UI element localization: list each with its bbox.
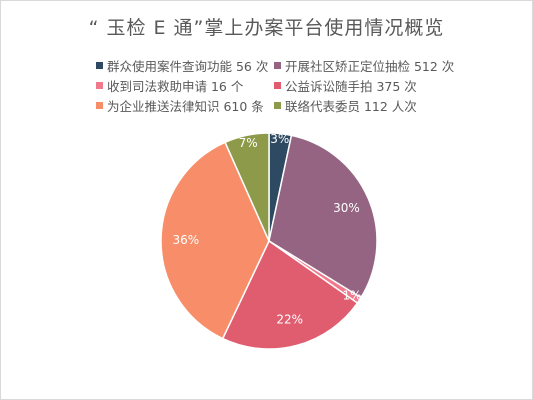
pie-label-community-correction: 30%: [333, 201, 360, 215]
legend-item-representatives: 联络代表委员 112 人次: [274, 97, 456, 114]
legend-label-public-interest: 公益诉讼随手拍 375 次: [285, 78, 417, 94]
pie-slice-legal-knowledge: [160, 141, 270, 340]
legend-swatch-representatives: [274, 101, 281, 109]
legend-swatch-judicial-aid: [96, 81, 103, 89]
pie-label-representatives: 7%: [239, 136, 258, 150]
legend-item-legal-knowledge: 为企业推送法律知识 610 条: [96, 97, 274, 114]
legend-swatch-community-correction: [274, 61, 281, 69]
legend-item-public-interest: 公益诉讼随手拍 375 次: [274, 77, 456, 94]
legend-swatch-public-interest: [274, 81, 281, 89]
chart-legend: 群众使用案件查询功能 56 次 开展社区矫正定位抽检 512 次 收到司法救助申…: [96, 57, 456, 114]
legend-swatch-legal-knowledge: [96, 101, 103, 109]
pie-label-judicial-aid: 1%: [342, 289, 361, 303]
chart-title: “ 玉检 E 通”掌上办案平台使用情况概览: [88, 17, 445, 39]
legend-label-judicial-aid: 收到司法救助申请 16 个: [107, 78, 244, 94]
legend-label-legal-knowledge: 为企业推送法律知识 610 条: [107, 98, 264, 114]
legend-label-representatives: 联络代表委员 112 人次: [285, 98, 417, 114]
legend-label-case-query: 群众使用案件查询功能 56 次: [107, 58, 269, 74]
pie-slice-representatives: [224, 132, 270, 242]
legend-item-community-correction: 开展社区矫正定位抽检 512 次: [274, 57, 456, 74]
pie-label-case-query: 3%: [270, 132, 289, 146]
pie-label-legal-knowledge: 36%: [173, 233, 200, 247]
legend-item-case-query: 群众使用案件查询功能 56 次: [96, 57, 274, 74]
pie-label-public-interest: 22%: [276, 312, 303, 326]
legend-item-judicial-aid: 收到司法救助申请 16 个: [96, 77, 274, 94]
legend-label-community-correction: 开展社区矫正定位抽检 512 次: [285, 58, 455, 74]
legend-swatch-case-query: [96, 61, 103, 69]
